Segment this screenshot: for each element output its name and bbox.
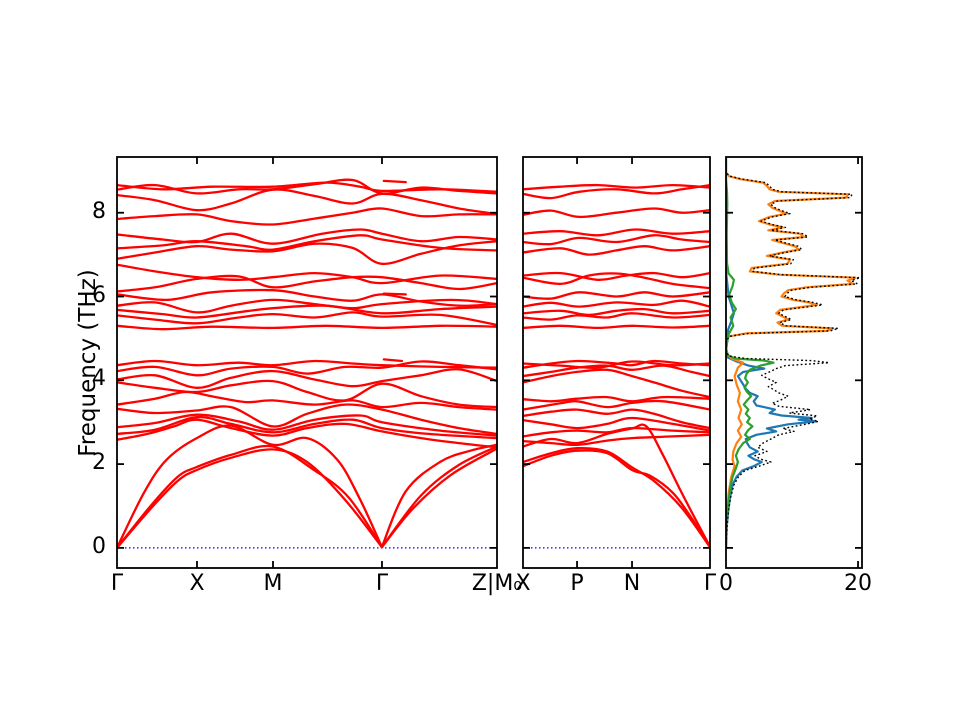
phonon-band-line [523, 245, 710, 256]
phonon-band-line [117, 288, 497, 307]
xtick-label-X: X [189, 571, 205, 596]
phonon-band-line [117, 444, 384, 550]
phonon-band-line [117, 418, 497, 449]
phonon-band-line [117, 304, 497, 319]
phonon-band-break-segment [382, 179, 407, 184]
phonon-band-line [523, 324, 710, 330]
xtick-label-: Γ [375, 571, 389, 596]
xtick-label-M: M [263, 571, 283, 596]
phonon-band-line [523, 360, 710, 369]
dos-xtick-label-0: 0 [719, 571, 733, 596]
xtick-label-X: X [515, 571, 531, 596]
phonon-band-line [117, 359, 497, 369]
phonon-band-line [523, 299, 710, 308]
phonon-band-line [117, 448, 384, 550]
phonon-band-line [380, 445, 497, 549]
xtick-label-: Γ [703, 571, 717, 596]
phonon-band-line [523, 416, 710, 432]
phonon-band-line [380, 443, 497, 549]
phonon-band-line [523, 183, 710, 191]
phonon-band-line [117, 324, 497, 331]
ytick-label-2: 2 [92, 450, 106, 476]
phonon-band-line [523, 307, 710, 317]
phonon-band-line [523, 364, 710, 378]
xtick-label-: Γ [110, 571, 124, 596]
phonon-band-line [523, 433, 710, 447]
phonon-band-line [117, 413, 497, 437]
phonon-band-line [523, 399, 710, 411]
phonon-band-line [523, 408, 710, 430]
axes-spine [116, 156, 498, 569]
phonon-band-line [523, 312, 710, 321]
phonon-band-line [117, 274, 497, 293]
axes-spine [725, 156, 863, 569]
phonon-band-line [523, 234, 710, 246]
phonon-band-line [523, 183, 710, 200]
phonon-band-line [117, 207, 497, 226]
phonon-band-line [117, 263, 497, 285]
phonon-density-of-states [726, 158, 861, 548]
dos-curve-projected-dos-orange [726, 158, 857, 548]
phonon-band-line [523, 291, 710, 300]
dos-curve-total-dos-dotted [726, 158, 861, 548]
phonon-band-line [523, 271, 710, 281]
phonon-band-line [117, 240, 497, 265]
phonon-band-line [523, 359, 710, 369]
phonon-band-line [117, 234, 497, 252]
ytick-label-6: 6 [92, 282, 106, 308]
phonon-band-line [117, 228, 497, 245]
phonon-band-line [523, 228, 710, 237]
tick-marks [726, 157, 862, 568]
phonon-band-line [523, 426, 710, 438]
phonon-band-line [117, 188, 497, 216]
ytick-label-4: 4 [92, 366, 106, 392]
xtick-label-P: P [570, 571, 584, 596]
phonon-band-structure-segment-2 [523, 183, 710, 549]
phonon-band-line [523, 395, 710, 403]
phonon-band-line [117, 181, 497, 193]
xtick-label-N: N [623, 571, 641, 596]
phonon-band-break-segment [382, 292, 407, 296]
dos-curve-projected-dos-green [726, 158, 775, 548]
phonon-band-line [523, 449, 710, 549]
phonon-band-line [117, 360, 497, 377]
xtick-label-ZM: Z|M₀ [471, 571, 523, 596]
phonon-band-line [523, 272, 710, 290]
tick-marks [117, 157, 497, 568]
phonon-band-line [523, 446, 710, 549]
phonon-band-structure-segment-1 [117, 178, 497, 550]
dos-xtick-label-20: 20 [844, 571, 873, 596]
phonon-band-line [117, 403, 497, 436]
phonon-band-line [117, 178, 497, 195]
phonon-band-line [117, 311, 497, 327]
phonon-band-line [117, 415, 497, 440]
phonon-band-line [523, 368, 710, 399]
axes-spine [522, 156, 711, 569]
phonon-band-line [117, 379, 497, 409]
phonon-band-break-segment [382, 358, 404, 363]
ytick-label-0: 0 [92, 533, 106, 559]
phonon-band-line [523, 207, 710, 219]
phonon-band-line [117, 368, 497, 389]
tick-marks [523, 157, 710, 568]
phonon-band-line [117, 424, 384, 550]
ytick-label-8: 8 [92, 198, 106, 224]
